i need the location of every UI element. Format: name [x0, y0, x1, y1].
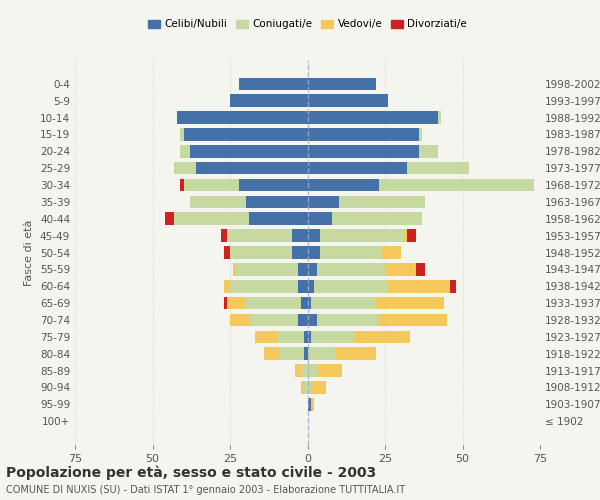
Bar — [311, 398, 314, 410]
Bar — [419, 145, 438, 158]
Bar — [230, 94, 308, 107]
Bar — [308, 78, 376, 90]
Bar — [236, 263, 298, 276]
Bar — [264, 348, 280, 360]
Bar — [450, 280, 457, 292]
Bar — [335, 348, 376, 360]
Bar — [245, 196, 308, 208]
Y-axis label: Fasce di età: Fasce di età — [25, 220, 34, 286]
Bar — [385, 263, 416, 276]
Bar — [308, 398, 311, 410]
Bar — [304, 330, 308, 343]
Bar — [404, 230, 407, 242]
Bar — [178, 111, 308, 124]
Bar — [317, 263, 385, 276]
Bar — [308, 230, 320, 242]
Bar — [308, 330, 311, 343]
Bar — [438, 111, 441, 124]
Bar — [379, 178, 534, 192]
Bar — [308, 381, 311, 394]
Bar — [407, 230, 416, 242]
Bar — [308, 94, 388, 107]
Text: COMUNE DI NUXIS (SU) - Dati ISTAT 1° gennaio 2003 - Elaborazione TUTTITALIA.IT: COMUNE DI NUXIS (SU) - Dati ISTAT 1° gen… — [6, 485, 405, 495]
Bar — [248, 212, 308, 225]
Bar — [224, 246, 230, 259]
Bar — [277, 330, 304, 343]
Bar — [181, 145, 190, 158]
Bar — [224, 297, 227, 310]
Bar — [304, 348, 308, 360]
Bar — [190, 145, 308, 158]
Bar — [227, 297, 245, 310]
Bar — [248, 314, 298, 326]
Bar — [224, 280, 230, 292]
Bar — [181, 178, 184, 192]
Bar — [308, 162, 407, 174]
Bar — [379, 314, 447, 326]
Bar — [308, 178, 379, 192]
Bar — [292, 230, 308, 242]
Bar — [301, 364, 308, 377]
Y-axis label: Anni di nascita: Anni di nascita — [597, 211, 600, 294]
Bar — [311, 381, 326, 394]
Bar — [239, 78, 308, 90]
Bar — [304, 381, 308, 394]
Bar — [165, 212, 174, 225]
Bar — [416, 263, 425, 276]
Bar — [233, 263, 236, 276]
Bar — [280, 348, 304, 360]
Legend: Celibi/Nubili, Coniugati/e, Vedovi/e, Divorziati/e: Celibi/Nubili, Coniugati/e, Vedovi/e, Di… — [144, 15, 471, 34]
Bar — [308, 348, 335, 360]
Bar — [388, 280, 450, 292]
Bar — [308, 145, 419, 158]
Bar — [230, 314, 248, 326]
Bar — [184, 128, 308, 141]
Bar — [311, 297, 376, 310]
Bar — [308, 364, 317, 377]
Bar — [317, 314, 379, 326]
Bar — [332, 212, 422, 225]
Bar — [308, 196, 338, 208]
Bar — [255, 330, 277, 343]
Bar — [308, 111, 438, 124]
Bar — [230, 280, 298, 292]
Bar — [338, 196, 425, 208]
Bar — [292, 246, 308, 259]
Bar — [301, 381, 304, 394]
Bar — [407, 162, 469, 174]
Bar — [181, 128, 184, 141]
Bar — [314, 280, 388, 292]
Bar — [320, 230, 404, 242]
Bar — [298, 280, 308, 292]
Bar — [308, 246, 320, 259]
Bar — [308, 280, 314, 292]
Bar — [376, 297, 444, 310]
Bar — [382, 246, 401, 259]
Bar — [308, 314, 317, 326]
Bar — [354, 330, 410, 343]
Bar — [311, 330, 354, 343]
Bar — [298, 263, 308, 276]
Bar — [308, 128, 419, 141]
Bar — [239, 178, 308, 192]
Bar — [320, 246, 382, 259]
Bar — [317, 364, 341, 377]
Bar — [308, 297, 311, 310]
Text: Popolazione per età, sesso e stato civile - 2003: Popolazione per età, sesso e stato civil… — [6, 465, 376, 479]
Bar — [174, 162, 196, 174]
Bar — [227, 230, 292, 242]
Bar — [190, 196, 245, 208]
Bar — [295, 364, 301, 377]
Bar — [230, 246, 292, 259]
Bar — [245, 297, 301, 310]
Bar — [221, 230, 227, 242]
Bar — [419, 128, 422, 141]
Bar — [308, 212, 332, 225]
Bar — [298, 314, 308, 326]
Bar — [196, 162, 308, 174]
Bar — [174, 212, 248, 225]
Bar — [184, 178, 239, 192]
Bar — [301, 297, 308, 310]
Bar — [308, 263, 317, 276]
